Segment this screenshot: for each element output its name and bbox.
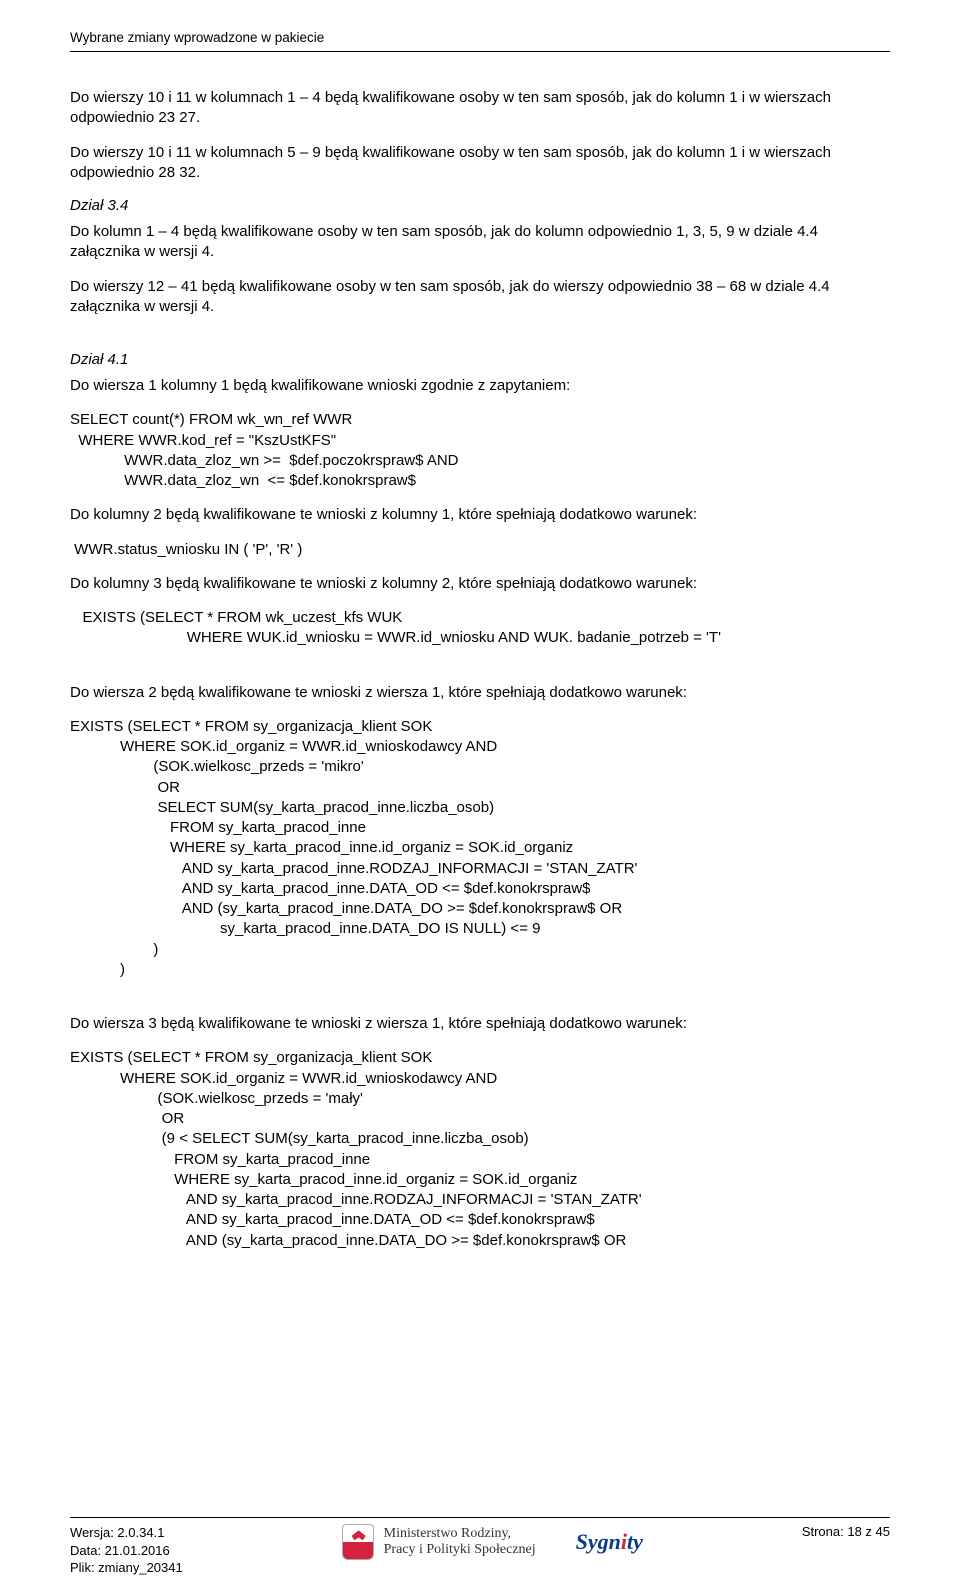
paragraph: Do wierszy 12 – 41 będą kwalifikowane os… bbox=[70, 277, 890, 318]
ministry-line2: Pracy i Polityki Społecznej bbox=[384, 1542, 536, 1558]
footer-right: Strona: 18 z 45 bbox=[802, 1524, 890, 1539]
file-label: Plik: zmiany_20341 bbox=[70, 1559, 183, 1577]
version-label: Wersja: 2.0.34.1 bbox=[70, 1524, 183, 1542]
paragraph: Do kolumny 3 będą kwalifikowane te wnios… bbox=[70, 574, 890, 594]
footer-center: Ministerstwo Rodziny, Pracy i Polityki S… bbox=[342, 1524, 643, 1560]
logo-part: ty bbox=[627, 1529, 643, 1554]
sql-block: EXISTS (SELECT * FROM sy_organizacja_kli… bbox=[70, 1048, 890, 1251]
logo-part: Sygn bbox=[576, 1529, 621, 1554]
date-label: Data: 21.01.2016 bbox=[70, 1542, 183, 1560]
paragraph: Do wierszy 10 i 11 w kolumnach 1 – 4 będ… bbox=[70, 88, 890, 129]
section-heading: Dział 3.4 bbox=[70, 197, 890, 214]
page-footer: Wersja: 2.0.34.1 Data: 21.01.2016 Plik: … bbox=[70, 1517, 890, 1577]
paragraph: Do kolumn 1 – 4 będą kwalifikowane osoby… bbox=[70, 222, 890, 263]
paragraph: Do wiersza 1 kolumny 1 będą kwalifikowan… bbox=[70, 376, 890, 396]
emblem-icon bbox=[342, 1524, 374, 1560]
sql-block: EXISTS (SELECT * FROM sy_organizacja_kli… bbox=[70, 717, 890, 980]
page-header: Wybrane zmiany wprowadzone w pakiecie bbox=[70, 30, 890, 52]
ministry-name: Ministerstwo Rodziny, Pracy i Polityki S… bbox=[384, 1526, 536, 1558]
header-title: Wybrane zmiany wprowadzone w pakiecie bbox=[70, 30, 324, 45]
section-heading: Dział 4.1 bbox=[70, 351, 890, 368]
paragraph: Do wiersza 3 będą kwalifikowane te wnios… bbox=[70, 1014, 890, 1034]
sql-block: EXISTS (SELECT * FROM wk_uczest_kfs WUK … bbox=[70, 608, 890, 649]
footer-left: Wersja: 2.0.34.1 Data: 21.01.2016 Plik: … bbox=[70, 1524, 183, 1577]
ministry-line1: Ministerstwo Rodziny, bbox=[384, 1526, 536, 1542]
sygnity-logo: Sygnity bbox=[576, 1529, 643, 1555]
paragraph: Do kolumny 2 będą kwalifikowane te wnios… bbox=[70, 505, 890, 525]
paragraph: Do wiersza 2 będą kwalifikowane te wnios… bbox=[70, 683, 890, 703]
paragraph: Do wierszy 10 i 11 w kolumnach 5 – 9 będ… bbox=[70, 143, 890, 184]
sql-block: WWR.status_wniosku IN ( 'P', 'R' ) bbox=[70, 540, 890, 560]
page-number: Strona: 18 z 45 bbox=[802, 1524, 890, 1539]
sql-block: SELECT count(*) FROM wk_wn_ref WWR WHERE… bbox=[70, 410, 890, 491]
